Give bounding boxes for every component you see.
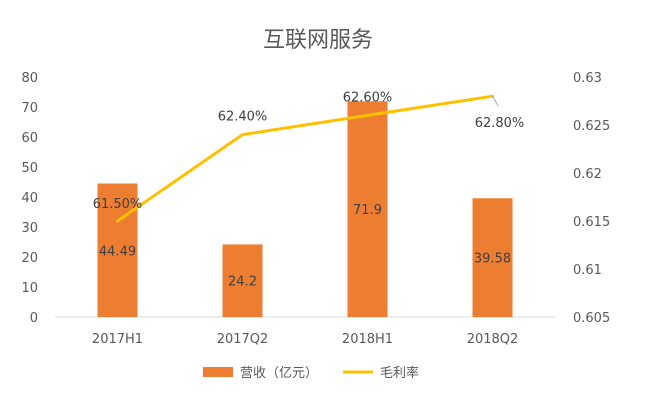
line-data-label: 62.80% bbox=[475, 116, 525, 131]
x-axis-tick-label: 2017H1 bbox=[92, 332, 143, 347]
bar-data-label: 44.49 bbox=[99, 244, 136, 259]
line-point bbox=[366, 113, 369, 117]
bar-data-label: 71.9 bbox=[353, 203, 382, 218]
legend-swatch-revenue bbox=[203, 367, 233, 377]
bar-data-label: 39.58 bbox=[474, 252, 511, 267]
left-axis-tick-label: 60 bbox=[21, 131, 38, 146]
bar bbox=[222, 244, 263, 317]
legend-label-revenue: 营收（亿元） bbox=[240, 366, 318, 381]
x-axis-tick-labels: 2017H1 2017Q2 2018H1 2018Q2 bbox=[92, 332, 518, 347]
line-data-label: 62.40% bbox=[218, 110, 268, 125]
left-axis-tick-label: 20 bbox=[21, 251, 38, 266]
legend: 营收（亿元） 毛利率 bbox=[203, 365, 419, 381]
left-axis-tick-label: 40 bbox=[21, 191, 38, 206]
right-axis-tick-label: 0.625 bbox=[573, 119, 610, 134]
line-data-label: 62.60% bbox=[343, 90, 393, 105]
left-axis-tick-label: 10 bbox=[21, 281, 38, 296]
bar bbox=[97, 183, 138, 317]
right-axis-tick-label: 0.61 bbox=[573, 263, 602, 278]
bar-data-label: 24.2 bbox=[228, 275, 257, 290]
left-axis-tick-label: 80 bbox=[21, 71, 38, 86]
line-point bbox=[241, 133, 244, 137]
legend-label-margin: 毛利率 bbox=[380, 365, 419, 381]
bar bbox=[347, 101, 388, 317]
line-data-labels: 61.50% 62.40% 62.60% 62.80% bbox=[93, 90, 525, 212]
bar-data-labels: 44.49 24.2 71.9 39.58 bbox=[99, 203, 511, 290]
chart-title: 互联网服务 bbox=[263, 28, 373, 53]
left-axis-ticks: 0 10 20 30 40 50 60 70 80 bbox=[21, 71, 38, 326]
bar-series bbox=[97, 101, 513, 317]
line-point bbox=[116, 219, 119, 223]
right-axis-tick-label: 0.63 bbox=[573, 71, 602, 86]
right-axis-tick-label: 0.605 bbox=[573, 311, 610, 326]
line-path bbox=[116, 94, 494, 223]
x-axis-tick-label: 2017Q2 bbox=[217, 332, 269, 347]
left-axis-tick-label: 50 bbox=[21, 161, 38, 176]
right-axis-tick-label: 0.615 bbox=[573, 215, 610, 230]
left-axis-tick-label: 0 bbox=[30, 311, 38, 326]
right-axis-ticks: 0.605 0.61 0.615 0.62 0.625 0.63 bbox=[573, 71, 610, 326]
right-axis-tick-label: 0.62 bbox=[573, 167, 602, 182]
line-data-label: 61.50% bbox=[93, 197, 143, 212]
bar bbox=[472, 198, 513, 317]
x-axis-tick-label: 2018H1 bbox=[342, 332, 393, 347]
line-series bbox=[116, 94, 494, 223]
x-axis-tick-label: 2018Q2 bbox=[467, 332, 519, 347]
left-axis-tick-label: 30 bbox=[21, 221, 38, 236]
left-axis-tick-label: 70 bbox=[21, 101, 38, 116]
line-label-leader bbox=[492, 95, 499, 107]
